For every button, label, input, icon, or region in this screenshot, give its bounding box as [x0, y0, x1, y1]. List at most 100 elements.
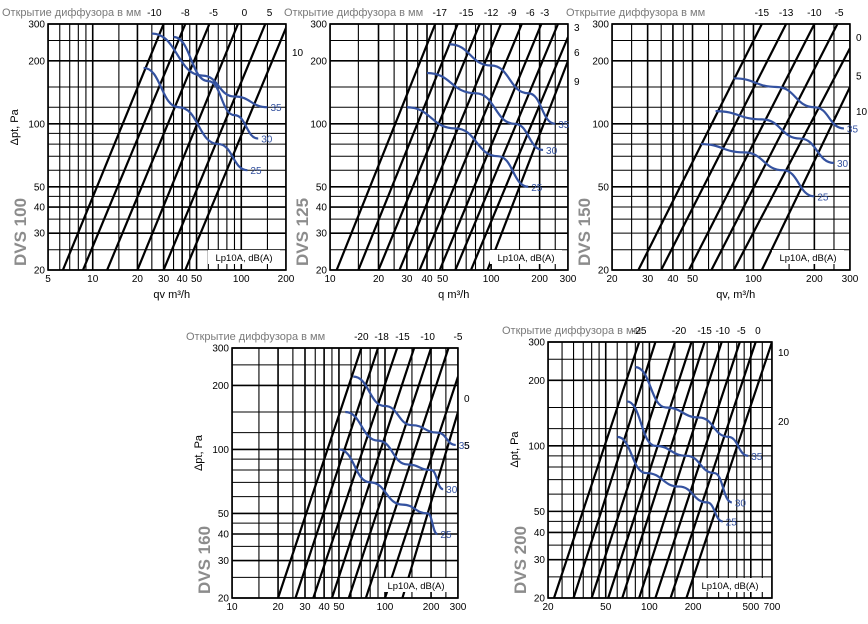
y-tick-label: 30: [316, 229, 328, 240]
y-axis-label: Δpt, Pa: [193, 434, 205, 471]
plot-frame: [611, 23, 851, 271]
noise-curve-35: [635, 366, 749, 457]
opening-label: -10: [807, 8, 822, 19]
opening-line--12: [638, 342, 723, 598]
noise-curve-35: [353, 375, 456, 447]
opening-header: Открытие диффузора в мм: [2, 7, 141, 19]
opening-label: -20: [672, 326, 687, 337]
y-tick-label: 300: [28, 20, 45, 31]
noise-curve-25: [338, 448, 438, 536]
x-tick-label: 100: [641, 602, 658, 613]
x-tick-label: 20: [373, 274, 385, 285]
y-tick-label: 30: [218, 556, 230, 567]
opening-line--10: [687, 24, 816, 270]
noise-label: Lp10A, dB(A): [701, 581, 758, 592]
opening-label: -3: [540, 8, 549, 19]
y-tick-label: 50: [534, 507, 546, 518]
opening-line--20: [277, 348, 363, 598]
y-tick-label: 50: [34, 182, 46, 193]
y-tick-label: 50: [598, 182, 610, 193]
opening-header: Открытие диффузора в мм: [566, 7, 705, 19]
x-tick-label: 20: [542, 602, 554, 613]
x-tick-label: 40: [421, 274, 433, 285]
y-axis-label: Δpt, Pa: [509, 431, 521, 468]
opening-line--5: [669, 342, 757, 598]
opening-label: -5: [737, 326, 746, 337]
opening-line-0: [732, 47, 850, 270]
opening-line-10: [184, 24, 286, 270]
plot-frame: [231, 347, 459, 599]
opening-label: -8: [181, 8, 190, 19]
model-label: DVS 160: [195, 526, 214, 594]
noise-curve-35: [449, 43, 556, 125]
opening-line--15: [312, 348, 399, 598]
opening-line--18: [294, 348, 380, 598]
noise-curve-label: 30: [446, 485, 458, 496]
opening-line--13: [660, 24, 788, 270]
opening-label: -10: [715, 326, 730, 337]
y-tick-label: 50: [218, 509, 230, 520]
horizontal-gridlines: [548, 341, 772, 599]
opening-label: 0: [755, 326, 761, 337]
plot-frame: [547, 341, 773, 599]
opening-line--8: [81, 24, 187, 270]
noise-curve-25: [143, 66, 248, 172]
x-tick-label: 100: [745, 274, 762, 285]
y-tick-label: 50: [316, 182, 328, 193]
noise-curve-label: 35: [558, 120, 570, 131]
opening-line--22: [572, 342, 657, 598]
y-axis-label: Δpt, Pa: [9, 108, 21, 145]
noise-curve-25: [616, 435, 723, 523]
noise-curves: 35 30 25: [338, 375, 471, 541]
opening-label: -5: [454, 332, 463, 343]
noise-curve-label: 30: [735, 498, 747, 509]
opening-line--10: [347, 348, 433, 598]
x-tick-label: 10: [226, 602, 238, 613]
x-tick-label: 200: [531, 274, 548, 285]
noise-curve-label: 25: [250, 166, 262, 177]
opening-line--12: [377, 24, 481, 270]
x-axis-label: q m³/h: [438, 289, 469, 301]
opening-label: 9: [574, 77, 580, 88]
x-tick-label: 30: [158, 274, 170, 285]
noise-curve-30: [715, 110, 835, 165]
plot-frame: [47, 23, 287, 271]
x-tick-label: 5: [45, 274, 51, 285]
plot-frame: [329, 23, 569, 271]
opening-line--15: [357, 24, 459, 270]
opening-label: -20: [354, 332, 369, 343]
y-tick-label: 30: [534, 555, 546, 566]
opening-label: -15: [459, 8, 474, 19]
opening-label: 3: [574, 23, 580, 34]
opening-line--17: [335, 24, 437, 270]
noise-label-box: [490, 250, 562, 264]
opening-label: 10: [856, 107, 868, 118]
x-tick-label: 50: [687, 274, 699, 285]
y-tick-label: 40: [316, 203, 328, 214]
noise-curve-25: [700, 142, 815, 198]
noise-curve-25: [406, 106, 529, 188]
opening-lines: [277, 348, 458, 598]
opening-label: 6: [574, 48, 580, 59]
opening-line--10: [654, 342, 741, 598]
opening-lines: [335, 24, 568, 270]
opening-line--10: [61, 24, 165, 270]
x-tick-label: 200: [423, 602, 440, 613]
opening-label: -15: [395, 332, 410, 343]
noise-curves: 35 30 25: [143, 32, 282, 177]
noise-curve-label: 25: [531, 183, 543, 194]
opening-header: Открытие диффузора в мм: [284, 7, 423, 19]
x-tick-label: 50: [437, 274, 449, 285]
y-tick-label: 20: [534, 594, 546, 605]
opening-line--15: [621, 342, 706, 598]
vertical-gridlines: [232, 348, 458, 598]
x-tick-label: 200: [278, 274, 295, 285]
x-tick-label: 700: [764, 602, 781, 613]
opening-label: -15: [755, 8, 770, 19]
noise-curve-label: 35: [459, 441, 471, 452]
y-tick-label: 200: [528, 376, 545, 387]
